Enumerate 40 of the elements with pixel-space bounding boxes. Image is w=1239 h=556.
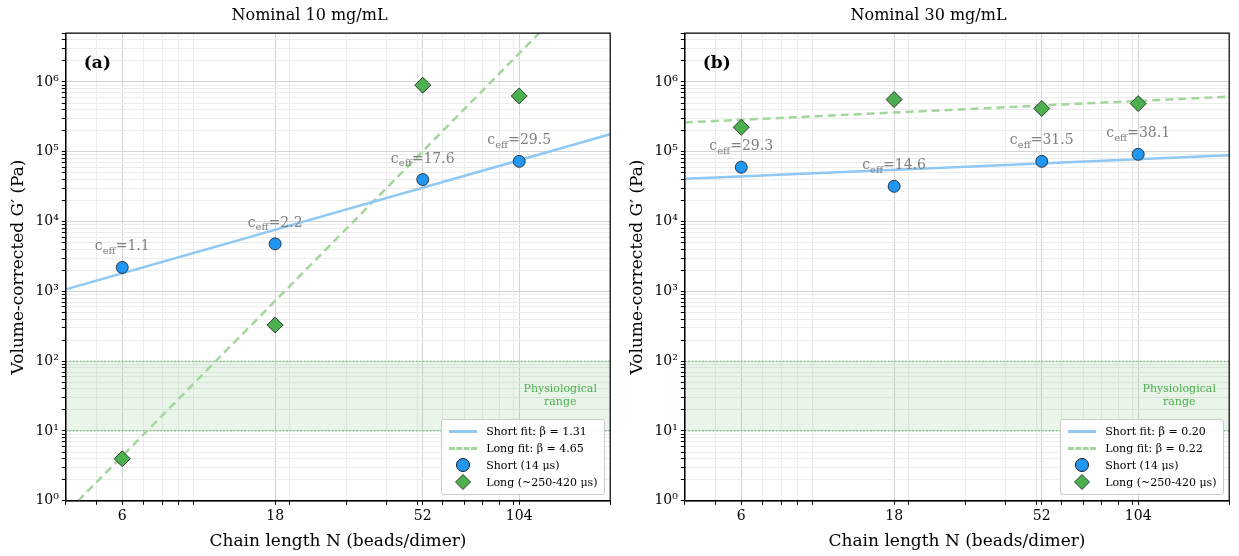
x-axis-title: Chain length N (beads/dimer)	[209, 530, 467, 551]
band-label: Physiological range	[1142, 382, 1217, 409]
x-tick-label: 18	[885, 506, 904, 523]
legend-label: Long fit: β = 0.22	[1105, 441, 1203, 455]
legend-label: Short (14 μs)	[486, 458, 560, 472]
x-tick-label: 6	[736, 506, 746, 523]
chart-title: Nominal 30 mg/mL	[850, 4, 1007, 24]
band-label: Physiological range	[523, 382, 598, 409]
y-tick-label: 10³	[35, 282, 59, 299]
y-tick-label: 10⁰	[35, 491, 60, 508]
y-tick-label: 10³	[654, 282, 678, 299]
y-tick-label: 10⁶	[35, 72, 60, 89]
x-tick-label: 104	[1124, 506, 1152, 523]
legend-label: Short fit: β = 0.20	[1105, 424, 1206, 438]
y-tick-label: 10⁴	[35, 212, 60, 229]
x-tick-label: 52	[1032, 506, 1051, 523]
x-tick-label: 52	[413, 506, 432, 523]
y-tick-label: 10¹	[35, 421, 59, 438]
y-tick-label: 10⁴	[654, 212, 679, 229]
annotation: (a)	[83, 52, 111, 73]
legend-label: Long (~250-420 μs)	[486, 475, 598, 489]
legend-label: Long fit: β = 4.65	[486, 441, 584, 455]
annotation: (b)	[702, 52, 731, 73]
y-axis-title: Volume-corrected G′ (Pa)	[625, 159, 646, 376]
legend-label: Short fit: β = 1.31	[486, 424, 587, 438]
y-tick-label: 10⁵	[35, 142, 60, 159]
y-axis-title: Volume-corrected G′ (Pa)	[6, 159, 27, 376]
y-tick-label: 10¹	[654, 421, 678, 438]
y-tick-label: 10⁵	[654, 142, 679, 159]
chart-title: Nominal 10 mg/mL	[231, 4, 388, 24]
x-tick-label: 104	[505, 506, 533, 523]
legend-label: Long (~250-420 μs)	[1105, 475, 1217, 489]
y-tick-label: 10⁰	[654, 491, 679, 508]
y-tick-label: 10²	[654, 351, 678, 368]
legend-label: Short (14 μs)	[1105, 458, 1179, 472]
x-axis-title: Chain length N (beads/dimer)	[828, 530, 1086, 551]
x-tick-label: 6	[117, 506, 127, 523]
x-tick-label: 18	[266, 506, 285, 523]
y-tick-label: 10⁶	[654, 72, 679, 89]
y-tick-label: 10²	[35, 351, 59, 368]
